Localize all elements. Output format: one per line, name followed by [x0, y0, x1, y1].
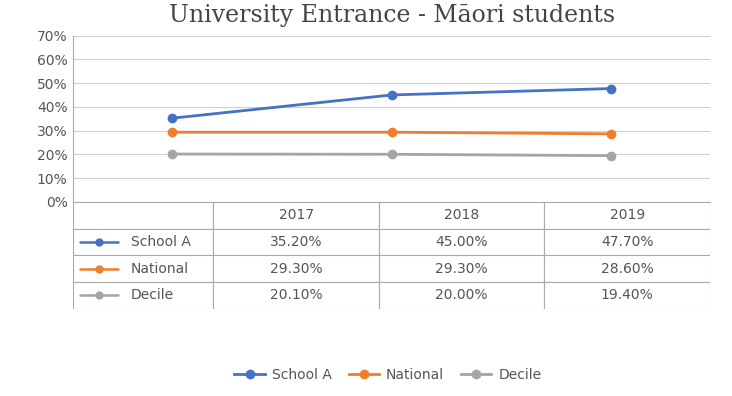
Text: School A: School A: [130, 235, 190, 249]
Text: 2019: 2019: [610, 208, 645, 222]
Bar: [73, 228, 213, 255]
Bar: [545, 282, 710, 309]
Decile: [168, 152, 176, 156]
Text: 45.00%: 45.00%: [436, 235, 488, 249]
Text: 20.00%: 20.00%: [436, 288, 488, 303]
National: [168, 130, 176, 135]
Bar: [545, 228, 710, 255]
Line: National: National: [168, 128, 616, 138]
Text: 29.30%: 29.30%: [270, 262, 322, 276]
Bar: [379, 228, 545, 255]
Decile: [387, 152, 396, 157]
Text: 2018: 2018: [444, 208, 479, 222]
Bar: [73, 202, 213, 228]
Text: 29.30%: 29.30%: [436, 262, 488, 276]
Bar: [213, 255, 379, 282]
Text: 2017: 2017: [279, 208, 313, 222]
Bar: [379, 202, 545, 228]
Text: 20.10%: 20.10%: [270, 288, 322, 303]
School A: [168, 116, 176, 121]
Bar: [73, 282, 213, 309]
Text: Decile: Decile: [130, 288, 173, 303]
Bar: [213, 202, 379, 228]
Bar: [213, 228, 379, 255]
Bar: [213, 282, 379, 309]
Bar: [379, 255, 545, 282]
Line: Decile: Decile: [168, 150, 616, 160]
Title: University Entrance - Māori students: University Entrance - Māori students: [168, 4, 615, 27]
Legend: School A, National, Decile: School A, National, Decile: [229, 362, 547, 387]
School A: [607, 86, 616, 91]
Bar: [545, 202, 710, 228]
School A: [387, 93, 396, 97]
National: [607, 131, 616, 136]
Text: 28.60%: 28.60%: [601, 262, 654, 276]
Text: 47.70%: 47.70%: [601, 235, 654, 249]
Bar: [379, 282, 545, 309]
Text: 35.20%: 35.20%: [270, 235, 322, 249]
Text: 19.40%: 19.40%: [601, 288, 654, 303]
Bar: [545, 255, 710, 282]
National: [387, 130, 396, 135]
Bar: [73, 255, 213, 282]
Decile: [607, 153, 616, 158]
Text: National: National: [130, 262, 189, 276]
Line: School A: School A: [168, 84, 616, 122]
